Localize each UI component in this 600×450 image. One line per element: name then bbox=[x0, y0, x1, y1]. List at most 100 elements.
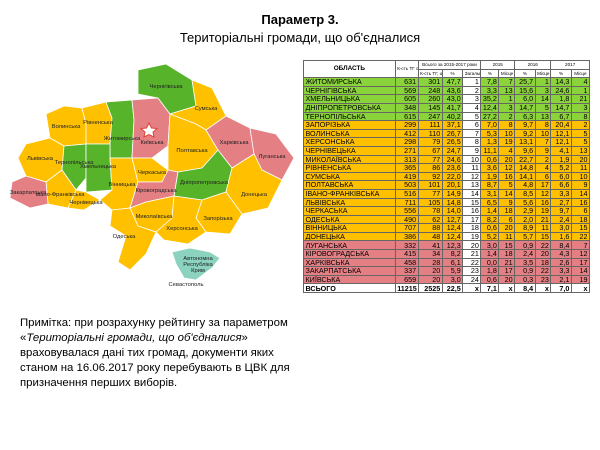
cell-m16: x bbox=[534, 283, 552, 294]
cell-p16: 0,9 bbox=[514, 240, 536, 251]
cell-place: 16 bbox=[462, 206, 482, 216]
label-vinnytsia: Вінницька bbox=[108, 182, 136, 188]
cell-p15: 1,4 bbox=[480, 206, 500, 216]
cell-name: ОДЕСЬКА bbox=[303, 214, 396, 225]
label-sumy: Сумська bbox=[195, 106, 219, 112]
cell-m16: 8 bbox=[534, 120, 552, 130]
label-kirovohrad: Кіровоградська bbox=[135, 188, 177, 194]
cell-pct: 43,6 bbox=[441, 85, 464, 96]
cell-m16: 18 bbox=[534, 257, 552, 268]
cell-merged: 28 bbox=[417, 257, 443, 268]
cell-pct: 22,5 bbox=[441, 283, 464, 294]
cell-p16: 6,0 bbox=[514, 94, 536, 104]
label-crimea-1: Автономна bbox=[183, 256, 213, 262]
label-kherson: Херсонська bbox=[166, 226, 198, 232]
cell-p16: 2,0 bbox=[514, 214, 536, 225]
slide-subtitle: Територіальні громади, що об'єдналися bbox=[179, 30, 421, 45]
cell-merged: 34 bbox=[417, 249, 443, 259]
cell-pct: 20,1 bbox=[441, 180, 464, 190]
cell-m17: 5 bbox=[570, 128, 591, 139]
cell-pct: 26,5 bbox=[441, 137, 464, 147]
cell-m16: 10 bbox=[534, 128, 552, 139]
cell-p17: 6,0 bbox=[550, 171, 572, 182]
label-crimea-2: Республіка bbox=[183, 262, 213, 268]
cell-m16: 20 bbox=[534, 249, 552, 259]
cell-name: ВОЛИНСЬКА bbox=[303, 128, 396, 139]
cell-m16: 3 bbox=[534, 85, 552, 96]
label-chernihiv: Чернігівська bbox=[149, 84, 183, 90]
th-pct-2017: % bbox=[550, 68, 572, 79]
cell-p15: 35,2 bbox=[480, 94, 500, 104]
ukraine-map: Чернігівська Сумська Волинська Рівненськ… bbox=[9, 63, 295, 288]
cell-p15: 3,0 bbox=[480, 240, 500, 251]
label-sevastopol: Севастополь bbox=[169, 282, 204, 288]
cell-m16: 2 bbox=[534, 154, 552, 165]
cell-name: ВСЬОГО bbox=[303, 283, 396, 294]
cell-name: ЗАПОРІЗЬКА bbox=[303, 120, 396, 130]
cell-m15: 18 bbox=[498, 206, 516, 216]
table-row: ХМЕЛЬНИЦЬКА 605 260 43,0 3 35,2 1 6,0 14 1,8 21 bbox=[303, 94, 591, 104]
cell-p17: 2,7 bbox=[550, 197, 572, 208]
table-row: ЖИТОМИРСЬКА 631 301 47,7 1 7,8 7 25,7 1 14,3 4 bbox=[303, 77, 591, 87]
label-khmelnytskyi: Хмельницька bbox=[80, 164, 117, 170]
cell-p15: 6,5 bbox=[480, 197, 500, 208]
cell-total: 313 bbox=[394, 154, 419, 165]
cell-merged: 62 bbox=[417, 214, 443, 225]
cell-merged: 301 bbox=[417, 77, 443, 87]
cell-p16: 25,7 bbox=[514, 77, 536, 87]
cell-p16: 5,7 bbox=[514, 231, 536, 242]
cell-total: 490 bbox=[394, 214, 419, 225]
cell-m15: 12 bbox=[498, 163, 516, 173]
cell-total: 271 bbox=[394, 145, 419, 156]
label-dnipro: Дніпропетровська bbox=[180, 180, 229, 186]
cell-merged: 79 bbox=[417, 137, 443, 147]
cell-place: 23 bbox=[462, 266, 482, 276]
cell-merged: 247 bbox=[417, 111, 443, 122]
cell-p17: 3,3 bbox=[550, 188, 572, 199]
cell-m17: 20 bbox=[570, 154, 591, 165]
cell-pct: 3,0 bbox=[441, 274, 464, 285]
label-lviv: Львівська bbox=[27, 156, 54, 162]
cell-pct: 24,6 bbox=[441, 154, 464, 165]
cell-p17: 3,0 bbox=[550, 223, 572, 233]
cell-pct: 12,4 bbox=[441, 223, 464, 233]
label-kharkiv: Харківська bbox=[220, 140, 250, 146]
th-place-2017: Місце bbox=[570, 68, 591, 79]
cell-p15: 5,2 bbox=[480, 231, 500, 242]
th-place-2016: Місце bbox=[534, 68, 552, 79]
cell-pct: 47,7 bbox=[441, 77, 464, 87]
label-mykolaiv: Миколаївська bbox=[136, 214, 174, 220]
cell-m15: 11 bbox=[498, 231, 516, 242]
cell-total: 337 bbox=[394, 266, 419, 276]
cell-m15: 19 bbox=[498, 137, 516, 147]
cell-place: 22 bbox=[462, 257, 482, 268]
th-total-tg: К-сть ТГ області bbox=[394, 59, 419, 79]
region-zakarpattia bbox=[9, 175, 49, 209]
cell-m16: 23 bbox=[534, 274, 552, 285]
cell-total: 298 bbox=[394, 137, 419, 147]
cell-m16: 11 bbox=[534, 223, 552, 233]
cell-p17: 1,8 bbox=[550, 94, 572, 104]
cell-pct: 41,7 bbox=[441, 102, 464, 113]
region-kherson bbox=[155, 195, 207, 245]
cell-p17: 4,1 bbox=[550, 145, 572, 156]
cell-m17: 4 bbox=[570, 77, 591, 87]
cell-m16: 6 bbox=[534, 171, 552, 182]
cell-p17: 2,6 bbox=[550, 257, 572, 268]
cell-p16: 2,9 bbox=[514, 206, 536, 216]
cell-p15: 3,3 bbox=[480, 85, 500, 96]
cell-pct: 37,1 bbox=[441, 120, 464, 130]
cell-p16: 8,9 bbox=[514, 223, 536, 233]
cell-m16: 5 bbox=[534, 102, 552, 113]
cell-m15: x bbox=[498, 283, 516, 294]
cell-m15: 6 bbox=[498, 214, 516, 225]
cell-p16: 4,8 bbox=[514, 180, 536, 190]
cell-merged: 77 bbox=[417, 154, 443, 165]
cell-m15: 21 bbox=[498, 257, 516, 268]
cell-p16: 9,6 bbox=[514, 145, 536, 156]
table-row: ДНІПРОПЕТРОВСЬКА 348 145 41,7 4 12,4 3 14,7 5 14,… bbox=[303, 102, 591, 113]
cell-p17: 2,1 bbox=[550, 274, 572, 285]
cell-pct: 5,9 bbox=[441, 266, 464, 276]
cell-p15: 11,1 bbox=[480, 145, 500, 156]
region-chernivtsi bbox=[67, 189, 101, 211]
